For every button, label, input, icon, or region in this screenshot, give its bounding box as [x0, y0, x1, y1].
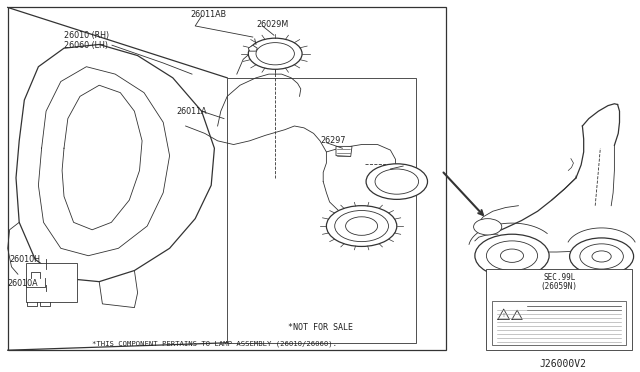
Circle shape — [366, 164, 428, 199]
Text: 26011A: 26011A — [176, 107, 207, 116]
Bar — [8, 7, 446, 350]
Text: 26010H: 26010H — [10, 255, 40, 264]
Text: 26011AB: 26011AB — [191, 10, 227, 19]
Bar — [227, 78, 416, 343]
Circle shape — [474, 219, 502, 235]
Text: (26059N): (26059N) — [541, 282, 578, 291]
Circle shape — [326, 206, 397, 246]
Text: *NOT FOR SALE: *NOT FOR SALE — [287, 324, 353, 333]
PathPatch shape — [16, 45, 214, 282]
Text: J26000V2: J26000V2 — [539, 359, 586, 369]
Circle shape — [335, 211, 388, 242]
Text: !: ! — [502, 313, 505, 318]
Circle shape — [486, 241, 538, 270]
Circle shape — [580, 244, 623, 269]
Bar — [26, 263, 77, 302]
Text: SEC.99L: SEC.99L — [543, 273, 575, 282]
Text: 26029M: 26029M — [256, 20, 288, 29]
PathPatch shape — [336, 147, 352, 156]
Bar — [486, 269, 632, 350]
Circle shape — [375, 169, 419, 194]
PathPatch shape — [248, 45, 257, 51]
Text: *THIS COMPONENT PERTAINS TO LAMP ASSEMBLY (26010/26060).: *THIS COMPONENT PERTAINS TO LAMP ASSEMBL… — [92, 340, 337, 347]
Circle shape — [500, 249, 524, 262]
Text: 26010 (RH)
26060 (LH): 26010 (RH) 26060 (LH) — [64, 31, 109, 51]
Circle shape — [346, 217, 378, 235]
Circle shape — [570, 238, 634, 275]
Circle shape — [248, 38, 302, 69]
Circle shape — [256, 43, 294, 65]
Circle shape — [475, 234, 549, 277]
Text: 26010A: 26010A — [8, 279, 38, 288]
Text: 26297: 26297 — [320, 136, 346, 145]
Bar — [492, 301, 626, 345]
Circle shape — [592, 251, 611, 262]
